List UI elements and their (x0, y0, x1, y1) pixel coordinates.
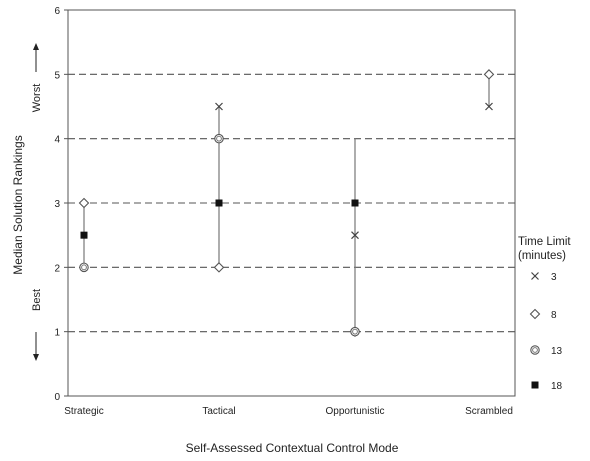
y-tick-label: 4 (54, 135, 60, 146)
legend-title: Time Limit (minutes) (518, 235, 590, 263)
data-points (78, 69, 495, 337)
data-point-circle-hatched (79, 262, 89, 273)
data-point-diamond (213, 262, 225, 273)
y-tick-label: 2 (54, 263, 60, 274)
x-marker-stroke (531, 272, 539, 280)
y-worst-label: Worst (31, 84, 43, 113)
data-point-circle-hatched (214, 133, 224, 144)
circle-inner (352, 328, 358, 335)
x-axis-title: Self-Assessed Contextual Control Mode (186, 441, 399, 455)
x-axis-ticks: Strategic Tactical Opportunistic Scrambled (64, 406, 513, 417)
legend-marker-diamond (529, 308, 541, 320)
x-marker-stroke (351, 231, 359, 240)
legend-title-line2: (minutes) (518, 250, 566, 262)
x-tick-label: Tactical (202, 406, 235, 417)
y-tick-label: 0 (54, 392, 60, 403)
circle-outline (350, 326, 360, 337)
x-marker-stroke (215, 102, 223, 111)
y-tick-label: 3 (54, 199, 60, 210)
y-best-label: Best (31, 289, 43, 311)
legend-title-line1: Time Limit (518, 236, 571, 248)
legend: 3 8 13 18 (529, 272, 563, 392)
arrow-up-head (33, 43, 39, 50)
gridlines (68, 73, 515, 333)
data-point-diamond (483, 69, 495, 80)
diamond-shape (78, 197, 90, 209)
data-point-x (215, 102, 223, 111)
data-point-circle-hatched (350, 326, 360, 337)
legend-label: 13 (551, 346, 563, 357)
legend-label: 3 (551, 272, 557, 283)
x-tick-label: Opportunistic (326, 406, 385, 417)
x-tick-label: Scrambled (465, 406, 513, 417)
y-tick-label: 5 (54, 70, 60, 81)
x-marker-stroke (485, 102, 493, 111)
range-lines (83, 74, 490, 332)
square-shape (80, 231, 88, 239)
square-shape (215, 199, 223, 207)
square-shape (351, 199, 359, 207)
y-tick-label: 6 (54, 6, 60, 17)
data-point-x (485, 102, 493, 111)
diamond-shape (483, 69, 495, 80)
data-point-diamond (78, 197, 90, 209)
circle-outline (79, 262, 89, 273)
data-point-x (351, 231, 359, 240)
y-axis-title: Median Solution Rankings (11, 135, 25, 274)
circle-inner (216, 135, 222, 142)
arrow-down-head (33, 354, 39, 361)
data-point-square-filled (351, 199, 359, 207)
square-shape (531, 381, 539, 389)
y-worst-indicator: Worst (31, 43, 43, 112)
y-tick-label: 1 (54, 328, 60, 339)
x-tick-label: Strategic (64, 406, 103, 417)
y-best-indicator: Best (31, 289, 43, 361)
data-point-square-filled (215, 199, 223, 207)
circle-outline (530, 345, 540, 355)
diamond-shape (213, 262, 225, 273)
circle-outline (214, 133, 224, 144)
data-point-square-filled (80, 231, 88, 239)
circle-inner (81, 264, 87, 271)
circle-inner (532, 347, 538, 353)
y-axis-ticks: 0 1 2 3 4 5 6 (54, 6, 68, 403)
legend-label: 8 (551, 310, 557, 321)
legend-marker-circle-hatched (530, 345, 540, 355)
legend-label: 18 (551, 381, 563, 392)
legend-marker-square-filled (531, 381, 539, 389)
legend-marker-x (531, 272, 539, 280)
diamond-shape (529, 308, 541, 320)
